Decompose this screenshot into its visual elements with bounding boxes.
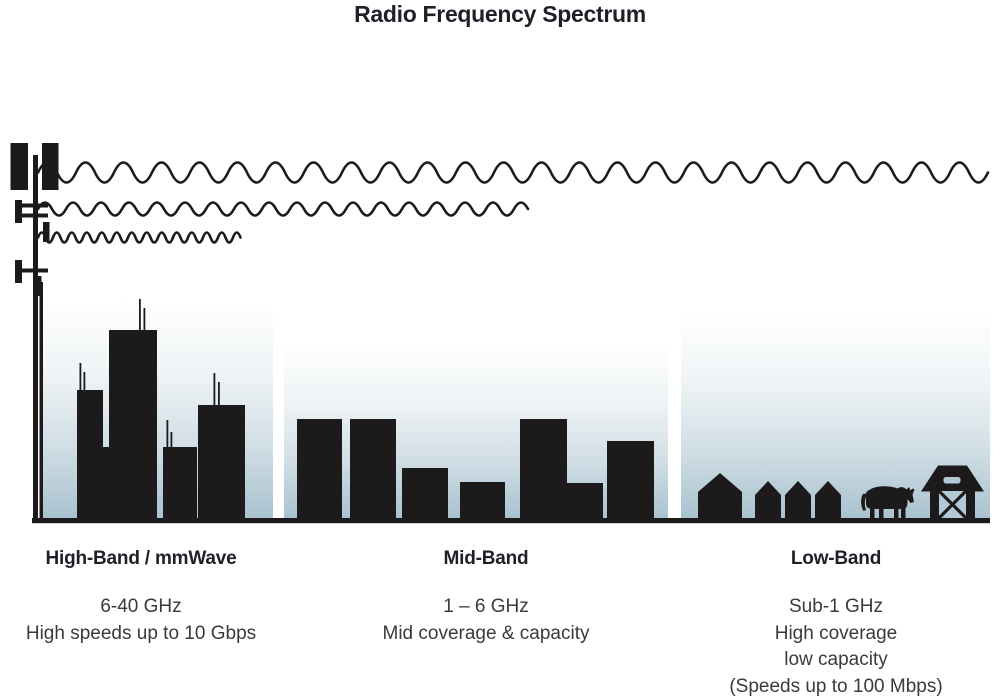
low-band-capacity: low capacity	[784, 649, 888, 670]
mid-band-description: Mid coverage & capacity	[382, 622, 590, 644]
high-band-frequency: 6-40 GHz	[100, 596, 182, 617]
mid-wavelength-wave-icon	[36, 201, 530, 217]
city-skyline-icon	[77, 299, 245, 520]
mid-band-heading: Mid-Band	[443, 548, 529, 569]
high-band-label-block: High-Band / mmWave 6-40 GHz High speeds …	[26, 548, 256, 647]
high-band-description: High speeds up to 10 Gbps	[25, 622, 257, 644]
low-band-label-block: Low-Band Sub-1 GHz High coverage low cap…	[729, 548, 942, 700]
low-band-coverage: High coverage	[774, 622, 898, 644]
high-band-heading: High-Band / mmWave	[45, 548, 237, 569]
houses-icon	[698, 473, 841, 520]
barn-icon	[921, 465, 984, 520]
low-band-heading: Low-Band	[790, 548, 882, 569]
diagram-title: Radio Frequency Spectrum	[354, 1, 646, 27]
mid-band-label-block: Mid-Band 1 – 6 GHz Mid coverage & capaci…	[383, 548, 590, 647]
ground-line	[32, 518, 990, 524]
cow-icon	[861, 486, 915, 518]
cell-tower-icon	[10, 143, 59, 523]
barn-loft-window	[943, 477, 961, 484]
long-wavelength-wave-icon	[36, 161, 990, 184]
midrise-buildings-icon	[297, 419, 654, 520]
mid-band-frequency: 1 – 6 GHz	[443, 596, 529, 617]
low-band-frequency: Sub-1 GHz	[789, 596, 883, 617]
barn-door-crossbuck	[937, 489, 968, 520]
spectrum-artwork	[10, 143, 990, 524]
low-band-speed: (Speeds up to 100 Mbps)	[729, 675, 943, 697]
short-wavelength-wave-icon	[36, 231, 242, 244]
